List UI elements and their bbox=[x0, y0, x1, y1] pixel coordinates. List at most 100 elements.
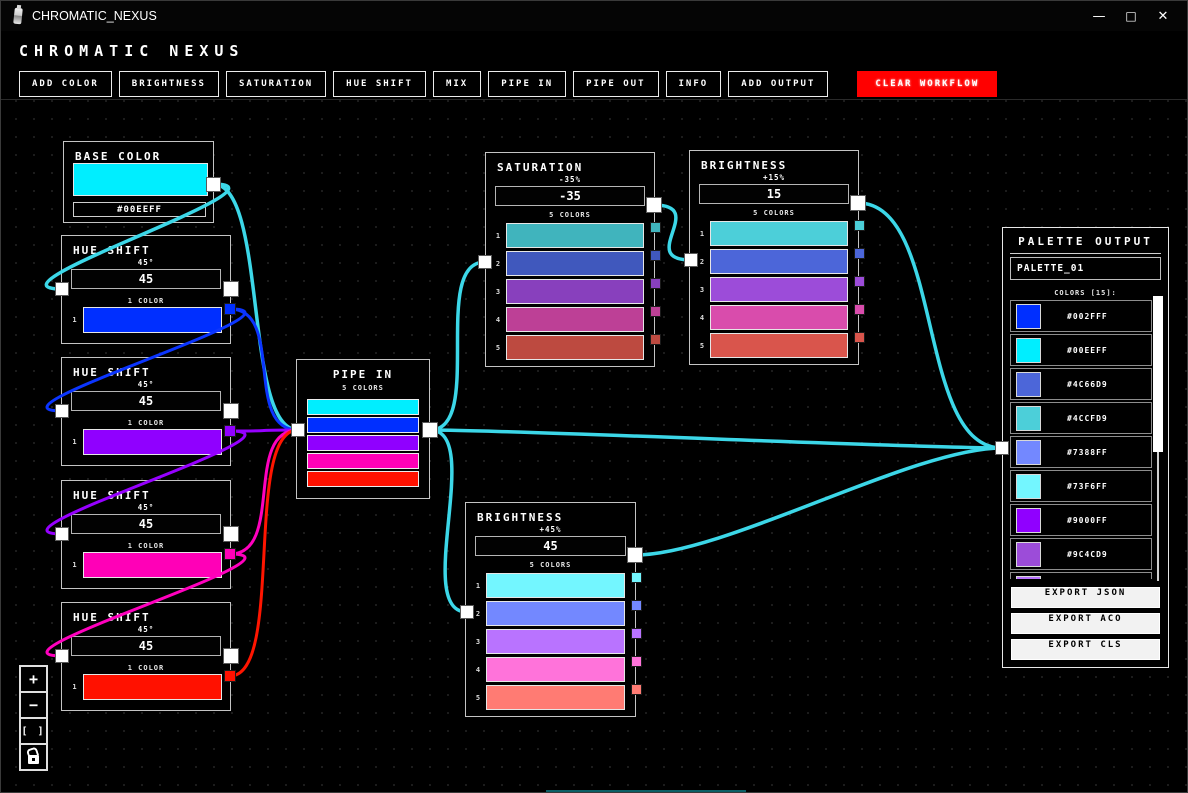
swatch-port[interactable] bbox=[224, 303, 236, 315]
node-hue-shift-2[interactable]: HUE SHIFT 45° 1 COLOR 1 bbox=[61, 357, 231, 466]
palette-color-item[interactable]: #7388FF bbox=[1010, 436, 1152, 468]
swatch-port[interactable] bbox=[630, 599, 642, 611]
hue-shift-value-input[interactable] bbox=[71, 514, 221, 534]
export-aco-button[interactable]: EXPORT ACO bbox=[1011, 613, 1160, 634]
output-port[interactable] bbox=[627, 547, 643, 563]
output-port[interactable] bbox=[850, 195, 866, 211]
palette-color-hex: #9C4CD9 bbox=[1067, 549, 1108, 559]
export-cls-button[interactable]: EXPORT CLS bbox=[1011, 639, 1160, 660]
close-button[interactable]: ✕ bbox=[1157, 8, 1169, 24]
output-port[interactable] bbox=[223, 403, 239, 419]
zoom-controls: + − [ ] bbox=[19, 665, 48, 771]
brightness-value-input[interactable] bbox=[699, 184, 849, 204]
output-port[interactable] bbox=[223, 281, 239, 297]
titlebar[interactable]: CHROMATIC_NEXUS — □ ✕ bbox=[1, 1, 1187, 31]
swatch-port[interactable] bbox=[853, 303, 865, 315]
color-swatch bbox=[506, 251, 644, 276]
swatch-port[interactable] bbox=[224, 425, 236, 437]
toolbar-button-saturation[interactable]: SATURATION bbox=[225, 71, 327, 97]
input-port[interactable] bbox=[55, 404, 69, 418]
swatch-port[interactable] bbox=[853, 219, 865, 231]
swatch-index: 2 bbox=[475, 609, 481, 618]
swatch-port[interactable] bbox=[649, 221, 661, 233]
zoom-out-button[interactable]: − bbox=[19, 691, 48, 719]
swatch-index: 2 bbox=[495, 259, 501, 268]
output-port[interactable] bbox=[422, 422, 438, 438]
swatch-port[interactable] bbox=[649, 305, 661, 317]
node-pipe-in[interactable]: PIPE IN 5 COLORS bbox=[296, 359, 430, 499]
input-port[interactable] bbox=[684, 253, 698, 267]
input-port[interactable] bbox=[55, 527, 69, 541]
toolbar-button-add-color[interactable]: ADD COLOR bbox=[19, 71, 112, 97]
swatch-port[interactable] bbox=[853, 275, 865, 287]
toolbar-button-add-output[interactable]: ADD OUTPUT bbox=[728, 71, 829, 97]
node-hue-shift-4[interactable]: HUE SHIFT 45° 1 COLOR 1 bbox=[61, 602, 231, 711]
swatch-port[interactable] bbox=[630, 655, 642, 667]
swatch-index: 5 bbox=[475, 693, 481, 702]
saturation-value-input[interactable] bbox=[495, 186, 645, 206]
palette-name-input[interactable] bbox=[1010, 257, 1161, 280]
swatch-port[interactable] bbox=[224, 548, 236, 560]
palette-color-item[interactable]: #73F6FF bbox=[1010, 470, 1152, 502]
swatch-port[interactable] bbox=[630, 683, 642, 695]
node-hue-shift-3[interactable]: HUE SHIFT 45° 1 COLOR 1 bbox=[61, 480, 231, 589]
input-port[interactable] bbox=[291, 423, 305, 437]
input-port[interactable] bbox=[478, 255, 492, 269]
swatch-port[interactable] bbox=[853, 247, 865, 259]
swatch-port[interactable] bbox=[649, 277, 661, 289]
swatch-port[interactable] bbox=[853, 331, 865, 343]
toolbar-button-pipe-out[interactable]: PIPE OUT bbox=[573, 71, 659, 97]
palette-color-item[interactable]: #4C66D9 bbox=[1010, 368, 1152, 400]
base-color-swatch[interactable] bbox=[73, 163, 208, 196]
node-hue-shift-1[interactable]: HUE SHIFT 45° 1 COLOR 1 bbox=[61, 235, 231, 344]
palette-color-swatch bbox=[1016, 575, 1041, 579]
minimize-button[interactable]: — bbox=[1092, 8, 1106, 24]
swatch-index: 3 bbox=[475, 637, 481, 646]
output-port[interactable] bbox=[223, 648, 239, 664]
zoom-in-button[interactable]: + bbox=[19, 665, 48, 693]
toolbar-button-mix[interactable]: MIX bbox=[432, 71, 482, 97]
input-port[interactable] bbox=[460, 605, 474, 619]
hue-shift-value-input[interactable] bbox=[71, 391, 221, 411]
toolbar-button-brightness[interactable]: BRIGHTNESS bbox=[118, 71, 219, 97]
brightness-value-input[interactable] bbox=[475, 536, 626, 556]
lock-button[interactable] bbox=[19, 743, 48, 771]
input-port[interactable] bbox=[55, 649, 69, 663]
toolbar-button-pipe-in[interactable]: PIPE IN bbox=[488, 71, 567, 97]
maximize-button[interactable]: □ bbox=[1125, 9, 1137, 23]
palette-color-item[interactable] bbox=[1010, 572, 1152, 579]
toolbar-button-info[interactable]: INFO bbox=[665, 71, 722, 97]
base-color-hex-input[interactable] bbox=[73, 202, 206, 217]
palette-color-item[interactable]: #4CCFD9 bbox=[1010, 402, 1152, 434]
palette-color-item[interactable]: #00EEFF bbox=[1010, 334, 1152, 366]
node-base-color[interactable]: BASE COLOR bbox=[63, 141, 214, 223]
node-palette-output[interactable]: PALETTE OUTPUT COLORS [15]: #002FFF #00EE… bbox=[1002, 227, 1169, 668]
palette-color-item[interactable]: #9000FF bbox=[1010, 504, 1152, 536]
export-json-button[interactable]: EXPORT JSON bbox=[1011, 587, 1160, 608]
input-port[interactable] bbox=[55, 282, 69, 296]
toolbar-button-hue-shift[interactable]: HUE SHIFT bbox=[333, 71, 426, 97]
swatch-port[interactable] bbox=[630, 627, 642, 639]
swatch-index: 4 bbox=[495, 315, 501, 324]
input-port[interactable] bbox=[995, 441, 1009, 455]
fit-view-button[interactable]: [ ] bbox=[19, 717, 48, 745]
palette-color-item[interactable]: #002FFF bbox=[1010, 300, 1152, 332]
clear-workflow-button[interactable]: CLEAR WORKFLOW bbox=[857, 71, 998, 97]
output-port[interactable] bbox=[205, 176, 221, 192]
swatch-port[interactable] bbox=[630, 571, 642, 583]
scrollbar-thumb[interactable] bbox=[1153, 296, 1163, 452]
hue-shift-value-input[interactable] bbox=[71, 269, 221, 289]
output-port[interactable] bbox=[646, 197, 662, 213]
color-swatch bbox=[486, 601, 625, 626]
hue-shift-value-input[interactable] bbox=[71, 636, 221, 656]
output-port[interactable] bbox=[223, 526, 239, 542]
node-canvas[interactable]: BASE COLOR PIPE IN 5 COLORS SATURATION -… bbox=[1, 99, 1187, 792]
swatch-port[interactable] bbox=[224, 670, 236, 682]
node-saturation[interactable]: SATURATION -35% 5 COLORS 1 2 3 4 5 bbox=[485, 152, 655, 367]
swatch-port[interactable] bbox=[649, 249, 661, 261]
node-brightness-top[interactable]: BRIGHTNESS +15% 5 COLORS 1 2 3 4 5 bbox=[689, 150, 859, 365]
palette-color-item[interactable]: #9C4CD9 bbox=[1010, 538, 1152, 570]
node-brightness-bottom[interactable]: BRIGHTNESS +45% 5 COLORS 1 2 3 4 5 bbox=[465, 502, 636, 717]
swatch-port[interactable] bbox=[649, 333, 661, 345]
